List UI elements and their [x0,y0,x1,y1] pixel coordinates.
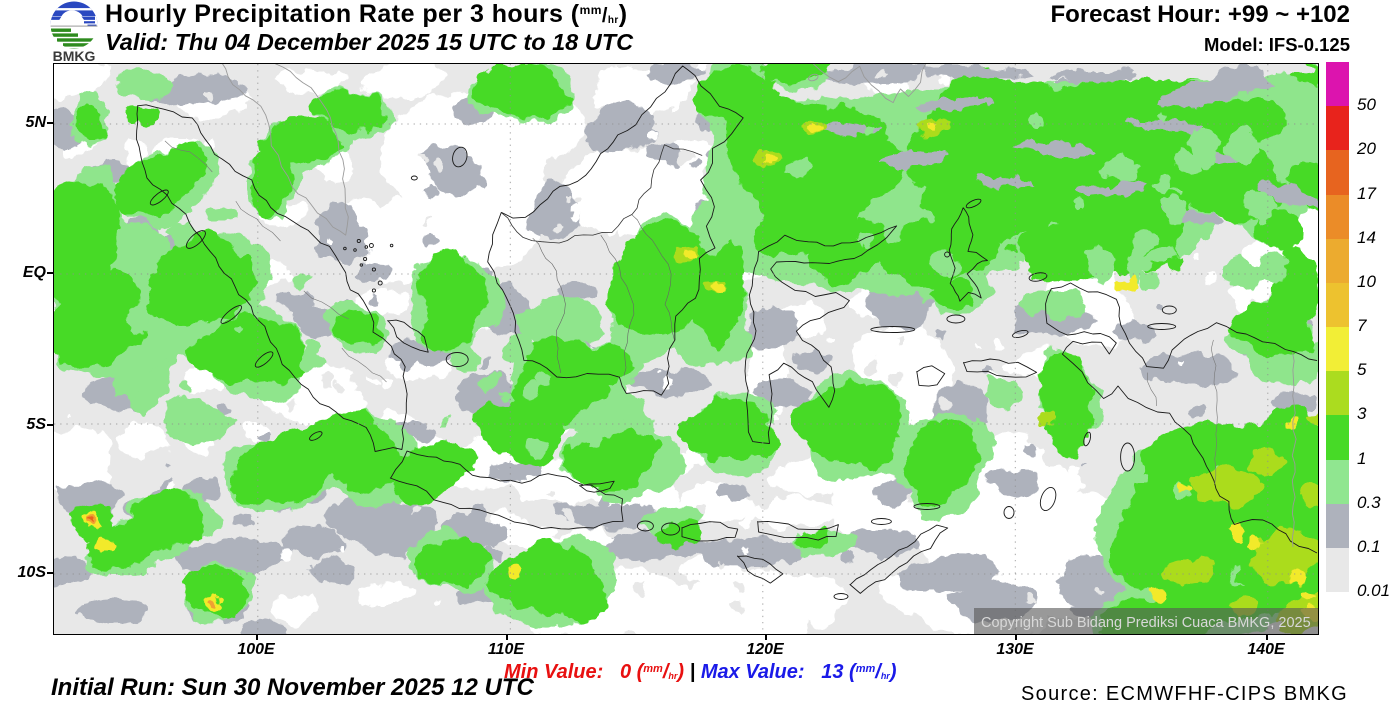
svg-text:BMKG: BMKG [53,48,96,63]
svg-text:Copyright Sub Bidang Prediksi: Copyright Sub Bidang Prediksi Cuaca BMKG… [981,615,1311,631]
